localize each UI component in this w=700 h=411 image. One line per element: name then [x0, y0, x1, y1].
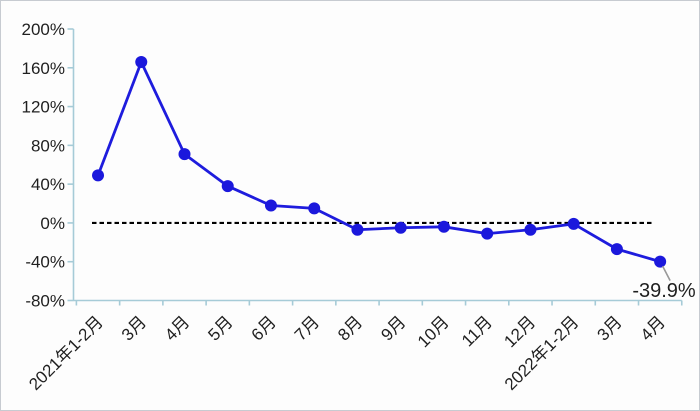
x-axis-tick-label: 3月 — [594, 312, 626, 344]
data-point-marker — [394, 221, 407, 234]
annotation-value-label: -39.9% — [632, 280, 696, 302]
x-axis-tick-label: 11月 — [458, 312, 496, 350]
x-axis-tick-label: 8月 — [334, 312, 366, 344]
y-axis-tick-label: 200% — [22, 20, 65, 39]
y-axis-tick-label: -80% — [25, 292, 65, 311]
x-axis-tick-label: 6月 — [248, 312, 280, 344]
y-axis-tick-label: 40% — [31, 175, 65, 194]
x-axis-tick-label: 2021年1-2月 — [25, 312, 107, 394]
data-point-marker — [178, 148, 191, 161]
y-axis-tick-label: 80% — [31, 136, 65, 155]
x-axis-tick-label: 4月 — [161, 312, 193, 344]
data-point-marker — [524, 223, 537, 236]
y-axis-tick-label: 120% — [22, 98, 65, 117]
data-point-marker — [437, 220, 450, 233]
x-axis-tick-label: 5月 — [204, 312, 236, 344]
data-line — [96, 60, 662, 264]
x-axis-tick-label: 7月 — [291, 312, 323, 344]
data-point-marker — [264, 199, 277, 212]
data-point-marker — [654, 255, 667, 268]
x-axis-tick-label: 12月 — [500, 312, 539, 351]
x-axis-tick-label: 9月 — [377, 312, 409, 344]
data-point-marker — [567, 217, 580, 230]
y-axis-tick-label: -40% — [25, 253, 65, 272]
data-point-marker — [308, 202, 321, 215]
data-point-marker — [481, 227, 494, 240]
y-axis-tick-label: 0% — [40, 214, 65, 233]
data-point-marker — [92, 169, 105, 182]
x-axis-tick-label: 3月 — [118, 312, 150, 344]
data-point-marker — [221, 180, 234, 193]
data-point-marker — [351, 223, 364, 236]
x-axis-tick-label: 4月 — [637, 312, 669, 344]
x-axis-tick-label: 10月 — [414, 312, 453, 351]
y-axis-tick-label: 160% — [22, 59, 65, 78]
annotation-leader-line — [661, 265, 671, 281]
data-point-marker — [135, 55, 148, 68]
data-point-marker — [610, 243, 623, 256]
